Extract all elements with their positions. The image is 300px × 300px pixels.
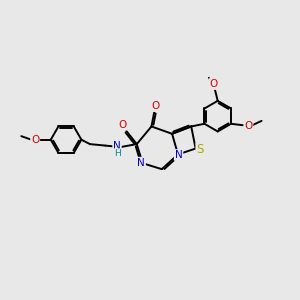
Text: N: N [113,142,121,152]
Text: O: O [118,120,126,130]
Text: N: N [175,150,182,160]
Text: N: N [137,158,145,168]
Text: O: O [209,79,218,89]
Text: O: O [31,135,39,145]
Text: O: O [151,101,159,111]
Text: H: H [114,149,120,158]
Text: S: S [196,143,204,157]
Text: O: O [244,121,253,131]
